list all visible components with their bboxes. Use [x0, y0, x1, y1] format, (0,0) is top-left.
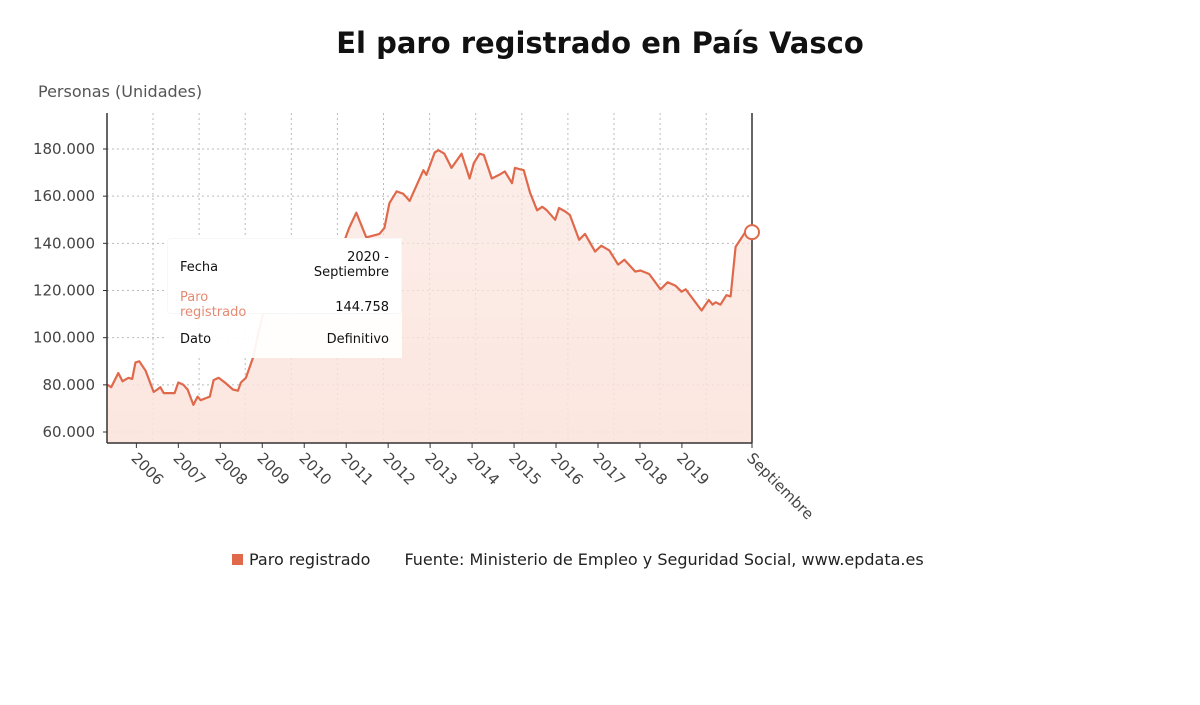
x-tick-label: 2008: [211, 449, 251, 489]
y-tick-label: 160.000: [33, 187, 95, 205]
series-line-paro-registrado: [106, 149, 753, 406]
chart-title: El paro registrado en País Vasco: [336, 26, 864, 60]
y-tick-label: 100.000: [33, 329, 95, 347]
y-tick-label: 180.000: [33, 140, 95, 158]
tooltip-paro-value: 144.758: [335, 300, 389, 315]
x-tick-label: 2006: [128, 449, 168, 489]
x-tick-label: 2015: [505, 449, 545, 489]
legend: Paro registrado Fuente: Ministerio de Em…: [232, 550, 924, 569]
x-tick-label: 2012: [379, 449, 419, 489]
tooltip-dato-label: Dato: [180, 332, 212, 347]
x-tick-label: 2019: [673, 449, 713, 489]
x-tick-label: 2016: [547, 449, 587, 489]
x-tick-label: 2018: [631, 449, 671, 489]
source-note: Fuente: Ministerio de Empleo y Seguridad…: [404, 550, 924, 569]
x-tick-label: 2010: [295, 449, 335, 489]
highlighted-point: [744, 224, 760, 241]
tooltip-panel: Fecha 2020 - Septiembre Paro registrado 14…: [167, 238, 402, 358]
y-axis-label: Personas (Unidades): [38, 82, 203, 101]
x-tick-label: 2009: [253, 449, 293, 489]
legend-swatch: [232, 554, 243, 565]
tooltip: Fecha 2020 - Septiembre Paro registrado 14…: [167, 238, 402, 358]
y-tick-label: 80.000: [43, 376, 96, 394]
x-tick-label: 2007: [170, 449, 210, 489]
y-tick-label: 120.000: [33, 282, 95, 300]
x-tick-label: Septiembre: [743, 449, 817, 523]
x-tick-label: 2017: [589, 449, 629, 489]
x-tick-label: 2011: [337, 449, 377, 489]
x-tick-label: 2014: [463, 449, 503, 489]
area-fill: [107, 150, 752, 443]
x-tick-label: 2013: [421, 449, 461, 489]
tooltip-paro-label: Paro registrado: [180, 290, 247, 320]
tooltip-fecha-value: 2020 - Septiembre: [313, 250, 389, 280]
tooltip-dato-value: Definitivo: [326, 332, 389, 347]
legend-label[interactable]: Paro registrado: [249, 550, 371, 569]
y-tick-label: 140.000: [33, 234, 95, 252]
y-tick-label: 60.000: [43, 423, 96, 441]
tooltip-fecha-label: Fecha: [180, 260, 219, 275]
